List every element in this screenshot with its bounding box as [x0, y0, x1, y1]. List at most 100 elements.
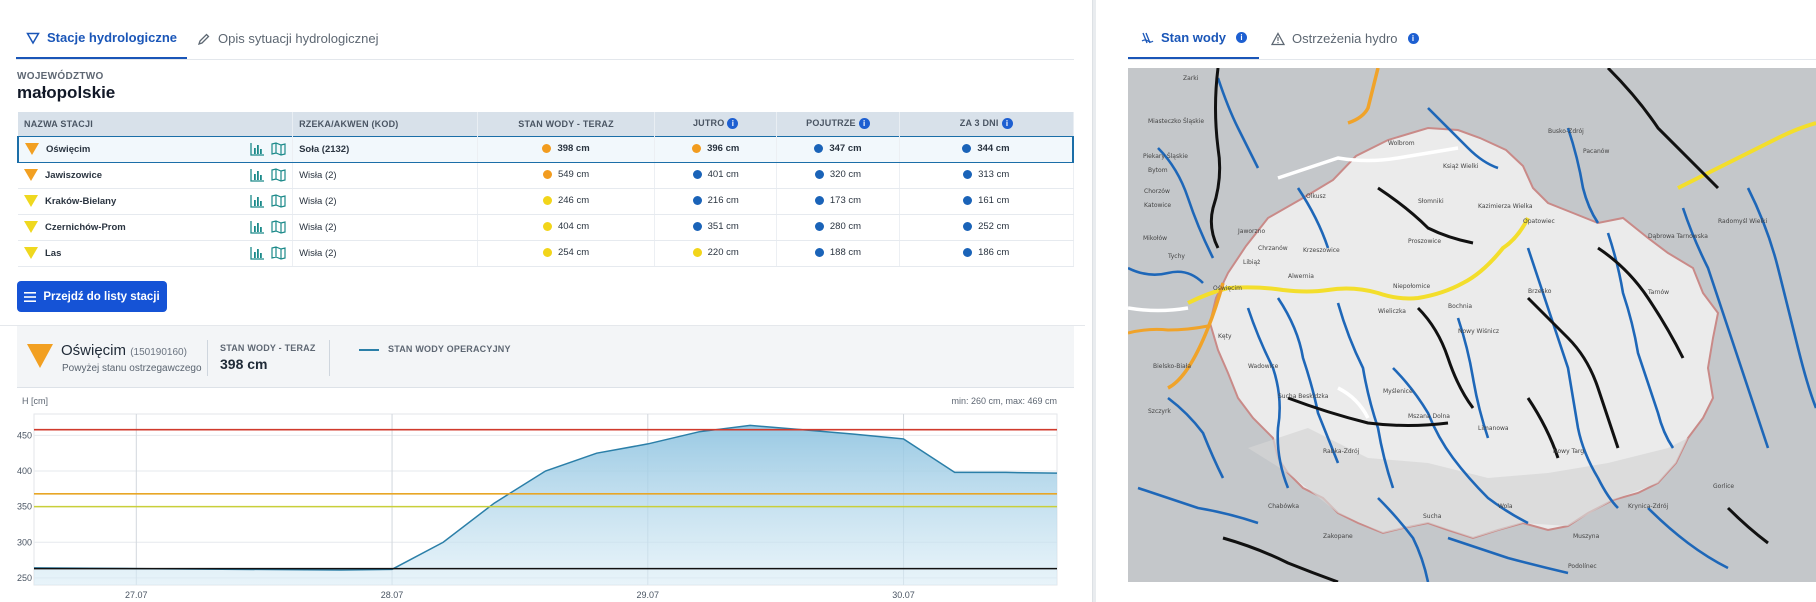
table-row[interactable]: Kraków-Bielany Wisła (2) 246 cm 216 cm 173 … [18, 188, 1074, 215]
map-label: Sucha Beskidzka [1278, 393, 1329, 400]
level-value: 254 cm [542, 247, 589, 258]
col-header-now[interactable]: STAN WODY - TERAZ [477, 112, 656, 136]
go-to-station-list-button[interactable]: Przejdź do listy stacji [17, 281, 167, 312]
level-dot-icon [963, 195, 973, 205]
chart-icon[interactable] [250, 246, 265, 260]
chart-icon[interactable] [250, 220, 265, 234]
info-separator [329, 340, 330, 376]
river-cell: Soła (2132) [292, 135, 478, 163]
level-value-text: 161 cm [978, 194, 1010, 206]
level-cell-day3: 344 cm [899, 135, 1074, 163]
info-icon[interactable]: i [1407, 33, 1419, 44]
level-dot-icon [542, 169, 552, 179]
info-icon[interactable]: i [727, 118, 739, 130]
station-info-now-value: 398 cm [220, 356, 268, 372]
map-label: Rabka-Zdrój [1323, 448, 1360, 455]
tab-water-level[interactable]: Stan wody i [1128, 18, 1260, 59]
level-value-text: 401 cm [707, 168, 739, 180]
table-row[interactable]: Jawiszowice Wisła (2) 549 cm 401 cm 320 cm 3… [18, 162, 1074, 189]
level-cell-now: 398 cm [477, 135, 656, 163]
chart-icon[interactable] [250, 142, 265, 156]
list-icon [24, 291, 37, 302]
map-label: Podolínec [1568, 563, 1597, 570]
station-name-cell: Kraków-Bielany [18, 188, 294, 215]
map-label: Katowice [1144, 202, 1171, 209]
warning-triangle-icon [24, 195, 38, 207]
map-label: Nowy Wiśnicz [1458, 328, 1499, 335]
map-icon[interactable] [271, 194, 286, 208]
table-row[interactable]: Czernichów-Prom Wisła (2) 404 cm 351 cm 280… [18, 214, 1074, 241]
table-row[interactable]: Oświęcim Soła (2132) 398 cm 396 cm 347 cm 34… [17, 135, 1074, 163]
station-info-status: Powyżej stanu ostrzegawczego [62, 363, 202, 374]
map-label: Kęty [1218, 333, 1232, 340]
level-value: 351 cm [692, 221, 739, 232]
warning-orange-triangle-icon [27, 344, 53, 368]
y-tick-label: 400 [17, 466, 32, 476]
level-value-text: 280 cm [829, 220, 862, 232]
map-icon[interactable] [271, 220, 286, 234]
map-icon[interactable] [271, 168, 286, 182]
tab-situation-description[interactable]: Opis sytuacji hydrologicznej [187, 18, 388, 59]
level-dot-icon [542, 247, 552, 257]
col-header-day3-cell[interactable]: ZA 3 DNI i [899, 112, 1074, 136]
map-label: Limanowa [1478, 425, 1509, 432]
col-header-tomorrow: JUTRO [692, 118, 725, 129]
col-header-day3: ZA 3 DNI [959, 118, 999, 129]
info-icon[interactable]: i [1236, 32, 1248, 43]
x-tick-label: 29.07 [637, 590, 660, 600]
chart-icon[interactable] [250, 168, 265, 182]
col-header-day2: POJUTRZE [806, 118, 856, 129]
map-label: Alwernia [1288, 273, 1314, 280]
level-dot-icon [814, 247, 824, 257]
level-value: 396 cm [692, 143, 739, 154]
map-label: Chrzanów [1258, 245, 1288, 252]
col-header-tomorrow-cell[interactable]: JUTRO i [654, 112, 778, 136]
station-name[interactable]: Oświęcim [46, 143, 91, 155]
level-cell-day2: 188 cm [776, 240, 900, 267]
map-icon[interactable] [271, 142, 286, 156]
tab-hydro-warnings[interactable]: Ostrzeżenia hydro i [1259, 18, 1431, 59]
warning-triangle-icon [25, 143, 39, 155]
map-label: Sucha [1423, 513, 1442, 520]
level-value-text: 188 cm [829, 246, 862, 258]
river-sola-orange [1167, 282, 1225, 390]
level-cell-day2: 320 cm [776, 162, 900, 189]
info-icon[interactable]: i [858, 118, 870, 130]
tab-stations[interactable]: Stacje hydrologiczne [16, 18, 188, 59]
map-icon[interactable] [271, 246, 286, 260]
river-code: Wisła (2) [299, 247, 337, 259]
col-header-station[interactable]: NAZWA STACJI [18, 112, 294, 136]
warning-triangle-icon [24, 247, 38, 259]
river-code: Soła (2132) [299, 143, 350, 155]
level-dot-icon [962, 143, 972, 153]
map-label: Gorlice [1713, 483, 1734, 490]
col-header-day2-cell[interactable]: POJUTRZE i [776, 112, 900, 136]
info-icon[interactable]: i [1001, 118, 1013, 130]
stations-table: NAZWA STACJI RZEKA/AKWEN (KOD) STAN WODY… [17, 112, 1074, 267]
level-value: 549 cm [542, 169, 589, 180]
col-header-river[interactable]: RZEKA/AKWEN (KOD) [292, 112, 478, 136]
level-value: 320 cm [814, 169, 861, 180]
map-label: Pacanów [1583, 148, 1609, 155]
warning-triangle-icon [24, 169, 38, 181]
map-label: Wolbrom [1388, 140, 1415, 147]
station-name[interactable]: Las [45, 247, 62, 259]
station-name[interactable]: Czernichów-Prom [45, 221, 126, 233]
station-name[interactable]: Kraków-Bielany [45, 195, 117, 207]
table-row[interactable]: Las Wisła (2) 254 cm 220 cm 188 cm 186 cm [18, 240, 1074, 267]
water-level-chart[interactable]: H [cm] min: 260 cm, max: 469 cm 250 300 350 4… [17, 392, 1074, 602]
level-value: 216 cm [692, 194, 739, 206]
region-name: małopolskie [17, 83, 116, 102]
map-label: Szczyrk [1148, 408, 1171, 415]
panel-splitter[interactable] [1092, 0, 1096, 602]
chart-icon[interactable] [250, 194, 265, 208]
level-value-text: 313 cm [978, 168, 1010, 180]
level-cell-tomorrow: 220 cm [654, 240, 778, 267]
station-name[interactable]: Jawiszowice [45, 169, 103, 181]
map-label: Olkusz [1306, 193, 1326, 200]
level-value: 246 cm [542, 195, 589, 206]
level-value-text: 216 cm [707, 194, 739, 206]
water-level-line [33, 424, 1058, 571]
hydro-map[interactable]: Zarki Miasteczko Śląskie Piekary Śląskie… [1128, 68, 1816, 582]
level-cell-now: 254 cm [477, 240, 656, 267]
